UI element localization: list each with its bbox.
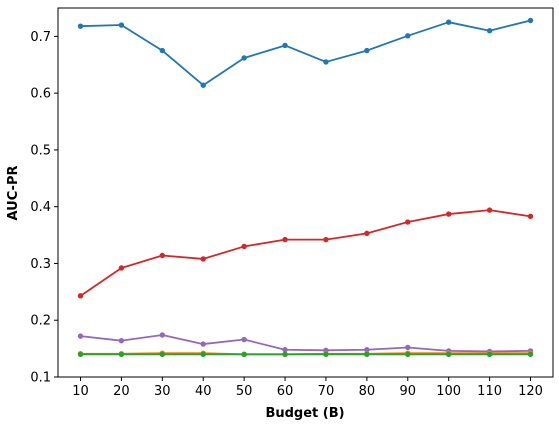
x-tick-label: 70 — [318, 384, 335, 399]
y-axis-label: AUC-PR — [6, 166, 21, 221]
series-3-point — [200, 341, 206, 347]
series-1-point — [118, 22, 125, 28]
series-5-point — [159, 351, 166, 357]
series-5-point — [118, 351, 125, 357]
plot-area — [58, 8, 553, 377]
series-1-point — [282, 42, 288, 49]
series-1-point — [77, 23, 84, 29]
series-5-point — [241, 351, 247, 357]
series-5-point — [405, 351, 411, 357]
series-1-point — [486, 28, 493, 34]
series-3-point — [118, 337, 125, 344]
series-2-point — [241, 243, 247, 250]
y-tick-label: 0.1 — [30, 371, 51, 386]
series-5-point — [323, 351, 329, 357]
series-1-point — [405, 33, 411, 39]
series-3-point — [364, 347, 370, 353]
x-tick-label: 20 — [113, 384, 130, 399]
series-5-point — [77, 351, 84, 357]
series-2-point — [445, 211, 452, 217]
y-tick-label: 0.5 — [30, 143, 51, 158]
y-tick-label: 0.7 — [30, 30, 51, 45]
series-2-point — [486, 207, 493, 213]
series-5-point — [445, 351, 452, 357]
series-2-point — [405, 219, 411, 225]
series-2-point — [77, 293, 84, 299]
series-3-line — [79, 334, 532, 353]
series-1-point — [445, 19, 452, 25]
x-tick-label: 80 — [359, 384, 376, 399]
series-3-point — [405, 344, 411, 351]
series-2-point — [118, 265, 125, 271]
x-tick-label: 120 — [518, 384, 543, 399]
series-3-point — [241, 336, 247, 343]
series-1-point — [159, 47, 166, 54]
x-tick-label: 110 — [477, 384, 502, 399]
series-2-point — [200, 256, 206, 262]
series-1-line — [79, 19, 532, 87]
x-tick-label: 50 — [236, 384, 253, 399]
series-5-point — [527, 351, 534, 357]
series-2-line — [79, 209, 532, 297]
series-2-point — [527, 213, 534, 220]
series-2-point — [323, 236, 329, 243]
y-tick-label: 0.3 — [30, 257, 51, 272]
x-tick-label: 100 — [436, 384, 461, 399]
x-tick-label: 30 — [154, 384, 171, 399]
series-2-point — [159, 252, 166, 259]
series-5-point — [282, 351, 288, 357]
series-3-point — [282, 347, 288, 353]
series-5-point — [364, 351, 370, 357]
x-axis-label: Budget (B) — [265, 406, 344, 421]
series-1-point — [364, 47, 370, 54]
axes-layer: 10 20 30 40 50 60 70 80 90 100 110 120 0.1 0.2 0.3 0.4 0… — [30, 7, 554, 399]
series-1-point — [323, 59, 329, 65]
x-tick-label: 40 — [195, 384, 212, 399]
plot-frame — [57, 7, 554, 378]
y-tick-label: 0.4 — [30, 200, 51, 215]
plot-background — [58, 8, 553, 377]
series-layer — [77, 17, 534, 357]
series-2-point — [364, 230, 370, 237]
x-tick-label: 60 — [277, 384, 294, 399]
x-tick-label: 90 — [399, 384, 416, 399]
series-5-point — [200, 351, 206, 357]
series-2-point — [282, 236, 288, 243]
series-5-point — [486, 351, 493, 357]
y-tick-label: 0.2 — [30, 314, 51, 329]
x-tick-label: 10 — [72, 384, 89, 399]
series-1-point — [241, 55, 247, 61]
y-tick-label: 0.6 — [30, 87, 51, 102]
series-1-point — [200, 82, 206, 88]
series-1-point — [527, 17, 534, 24]
series-3-point — [159, 332, 166, 338]
series-3-point — [77, 333, 84, 339]
